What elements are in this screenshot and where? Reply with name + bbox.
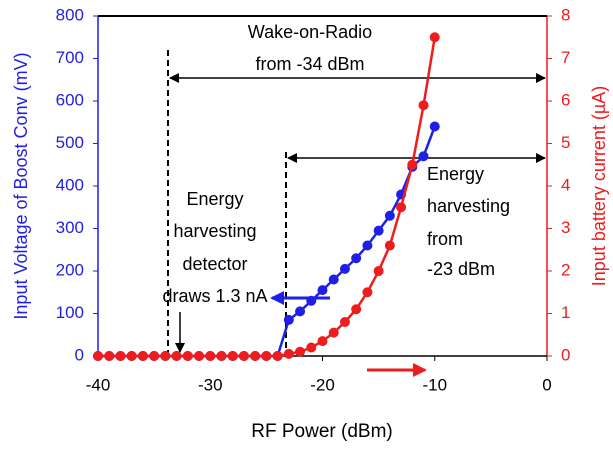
y2-tick-label: 4 bbox=[561, 175, 570, 194]
data-point bbox=[227, 351, 238, 361]
data-point bbox=[272, 351, 283, 361]
data-point bbox=[160, 351, 171, 361]
annotation: Energy bbox=[427, 164, 484, 184]
data-point bbox=[429, 32, 440, 43]
y-tick-label: 700 bbox=[56, 48, 84, 67]
data-point bbox=[418, 100, 429, 111]
annotation: Wake-on-Radio bbox=[248, 22, 372, 42]
y-tick-label: 500 bbox=[56, 133, 84, 152]
y-tick-label: 300 bbox=[56, 218, 84, 237]
data-point bbox=[205, 351, 216, 361]
data-point bbox=[171, 351, 182, 361]
data-point bbox=[362, 287, 373, 298]
y2-tick-label: 8 bbox=[561, 5, 570, 24]
data-point bbox=[339, 317, 350, 327]
x-tick-label: -40 bbox=[86, 375, 111, 394]
y-tick-label: 200 bbox=[56, 260, 84, 279]
annotation: -23 dBm bbox=[427, 259, 495, 279]
data-point bbox=[373, 225, 384, 236]
data-point bbox=[137, 351, 148, 361]
y-tick-label: 100 bbox=[56, 303, 84, 322]
data-point bbox=[339, 263, 350, 274]
y-tick-label: 400 bbox=[56, 175, 84, 194]
data-point bbox=[149, 351, 160, 361]
data-point bbox=[384, 210, 395, 221]
y-axis-label: Input Voltage of Boost Conv (mV) bbox=[11, 52, 31, 319]
data-point bbox=[396, 202, 407, 213]
data-point bbox=[250, 351, 261, 361]
data-point bbox=[306, 342, 317, 353]
y-tick-label: 800 bbox=[56, 5, 84, 24]
x-tick-label: -10 bbox=[422, 375, 447, 394]
data-point bbox=[295, 346, 306, 357]
y2-tick-label: 6 bbox=[561, 90, 570, 109]
series-line bbox=[98, 126, 436, 358]
x-axis-label: RF Power (dBm) bbox=[251, 421, 392, 442]
y-tick-label: 600 bbox=[56, 90, 84, 109]
data-point bbox=[93, 351, 103, 361]
data-point bbox=[261, 351, 272, 361]
data-point bbox=[351, 304, 362, 315]
x-tick-label: -20 bbox=[310, 375, 335, 394]
data-point bbox=[182, 351, 193, 361]
data-point bbox=[126, 351, 137, 361]
annotation: from -34 dBm bbox=[255, 54, 364, 74]
y2-tick-label: 3 bbox=[561, 218, 570, 237]
data-point bbox=[238, 351, 249, 361]
data-point bbox=[283, 348, 294, 359]
x-tick-label: -30 bbox=[198, 375, 223, 394]
data-point bbox=[306, 295, 317, 306]
y2-axis-label: Input battery current (µA) bbox=[589, 86, 609, 286]
data-point bbox=[317, 336, 328, 347]
data-point bbox=[362, 240, 373, 251]
data-point bbox=[373, 266, 384, 276]
data-point bbox=[104, 351, 115, 361]
annotation: detector bbox=[182, 254, 247, 274]
data-point bbox=[418, 151, 429, 162]
annotation: harvesting bbox=[173, 221, 256, 241]
annotation: Energy bbox=[186, 189, 243, 209]
y2-tick-label: 2 bbox=[561, 260, 570, 279]
data-point bbox=[328, 327, 339, 338]
y2-tick-label: 5 bbox=[561, 133, 570, 152]
annotation: from bbox=[427, 229, 463, 249]
data-point bbox=[295, 306, 306, 317]
data-point bbox=[194, 351, 205, 361]
series-line bbox=[98, 37, 436, 358]
data-point bbox=[328, 274, 339, 285]
x-tick-label: 0 bbox=[542, 375, 551, 394]
y2-tick-label: 7 bbox=[561, 48, 570, 67]
y-tick-label: 0 bbox=[75, 345, 84, 364]
y2-tick-label: 0 bbox=[561, 345, 570, 364]
annotation: harvesting bbox=[427, 196, 510, 216]
data-point bbox=[115, 351, 126, 361]
data-point bbox=[429, 121, 440, 132]
data-point bbox=[384, 240, 395, 251]
y2-tick-label: 1 bbox=[561, 303, 570, 322]
data-point bbox=[317, 285, 328, 296]
data-point bbox=[283, 314, 294, 325]
annotation: draws 1.3 nA bbox=[162, 286, 267, 306]
data-point bbox=[216, 351, 227, 361]
data-point bbox=[407, 159, 418, 170]
data-point bbox=[351, 253, 362, 264]
